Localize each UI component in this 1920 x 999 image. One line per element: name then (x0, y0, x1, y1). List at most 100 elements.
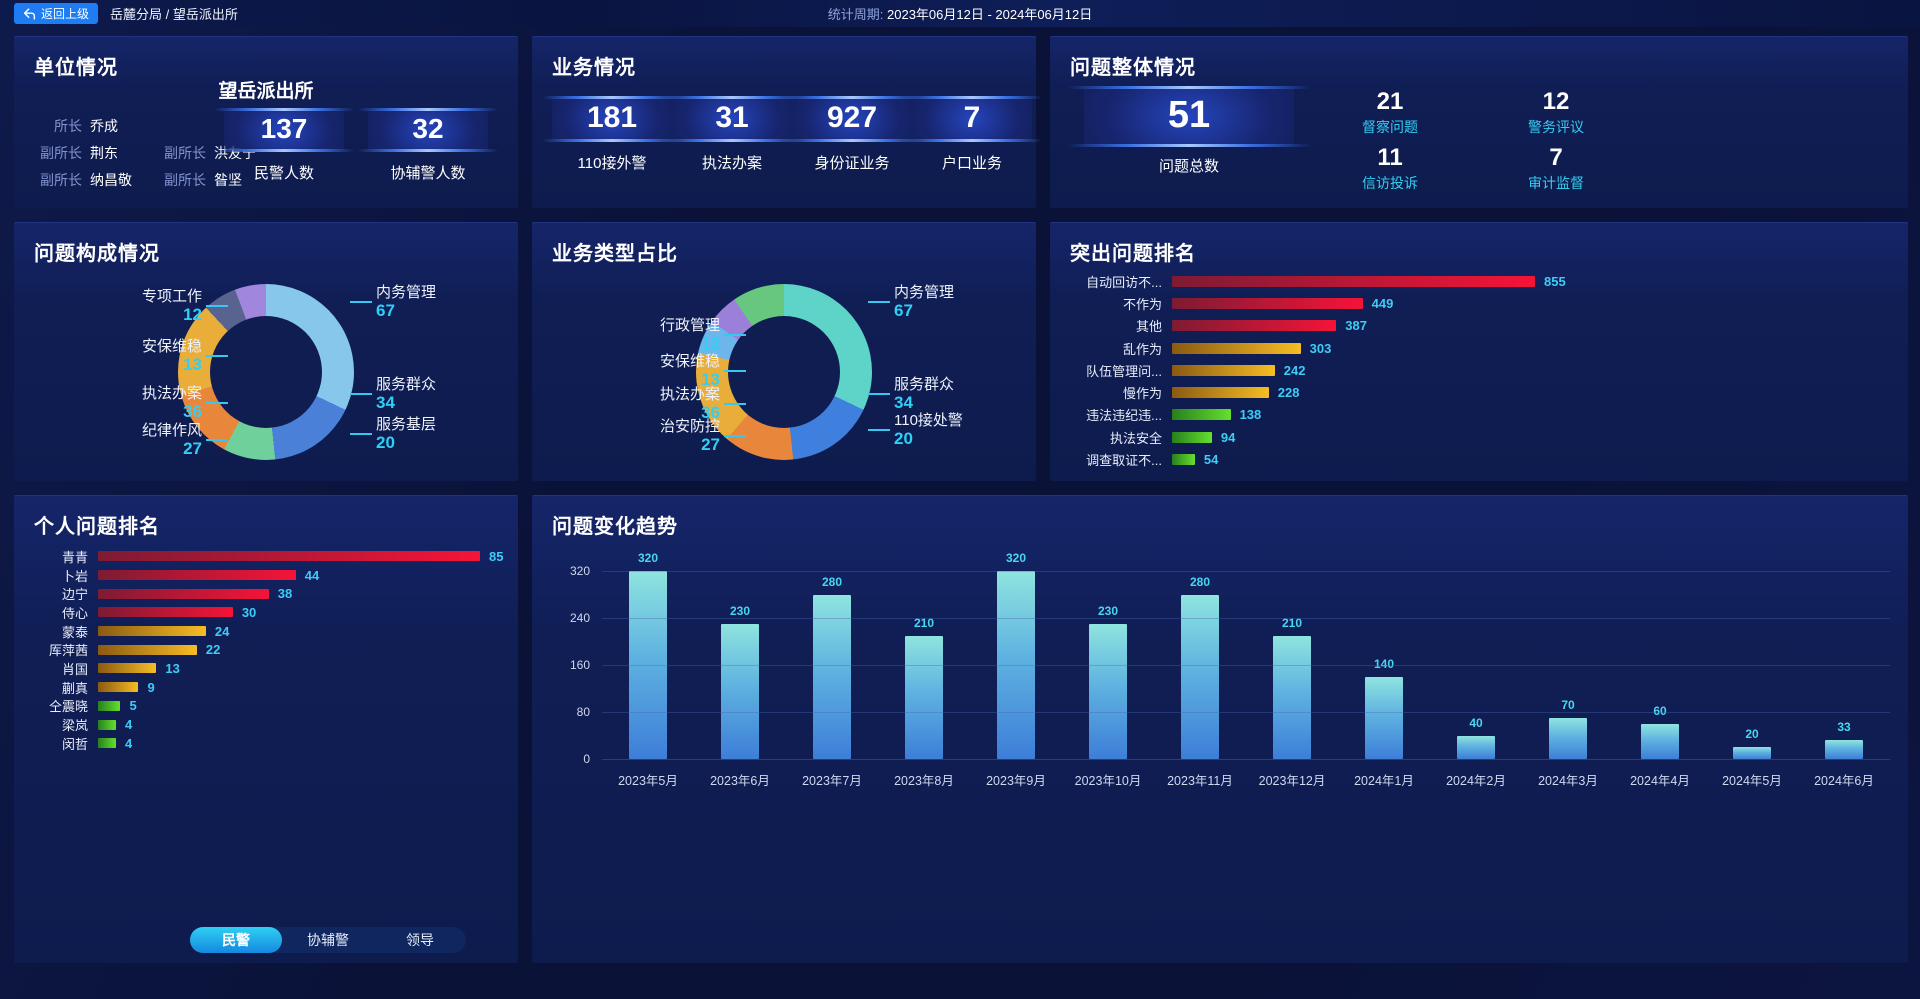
ranking-tab-领导[interactable]: 领导 (406, 932, 434, 948)
bar-label: 梁岚 (61, 718, 88, 734)
trend-y-tick: 80 (576, 705, 590, 719)
panel-problem-composition: 问题构成情况 专项工作 12 安保维稳 13 执法办案 36 纪律作风 27 内务管理 67 服务群… (14, 222, 518, 481)
back-button[interactable]: 返回上级 (14, 3, 99, 24)
back-button-label: 返回上级 (41, 7, 90, 21)
stat-period: 统计周期: 2023年06月12日 - 2024年06月12日 (828, 4, 1092, 23)
stat-box: 137 民警人数 (214, 108, 354, 183)
donut-label-value: 67 (376, 301, 395, 320)
mini-stat-label: 审计监督 (1528, 175, 1584, 191)
bar-value: 24 (214, 623, 230, 639)
bar-fill (1172, 409, 1231, 421)
bar-value: 228 (1277, 385, 1300, 401)
bar-label: 不作为 (1122, 296, 1162, 312)
donut-label: 服务群众 34 (868, 376, 1044, 412)
trend-bar-value: 320 (1005, 551, 1027, 565)
trend-bars: 320 230 280 210 320 230 280 210 140 40 70 60 20 33 (602, 551, 1890, 759)
trend-x-label: 2023年8月 (894, 774, 954, 788)
station-name: 望岳派出所 (218, 81, 314, 102)
bar-value: 242 (1283, 362, 1306, 378)
trend-x-axis: 2023年5月 2023年6月 2023年7月 2023年8月 2023年9月 2023年… (602, 770, 1890, 789)
donut-label-value: 12 (183, 305, 202, 324)
total-problems-stat: 51 问题总数 (1067, 86, 1311, 193)
bar-row: 边宁 38 (32, 584, 478, 603)
panel-title-unit: 单位情况 (34, 57, 118, 79)
problem-overview-stats: 21 督察问题 12 警务评议 11 信访投诉 7 审计监督 (1320, 88, 1626, 193)
donut-label: 110接处警 20 (868, 412, 1044, 448)
donut-label: 服务群众 34 (350, 376, 526, 412)
donut-label-name: 专项工作 (141, 288, 202, 305)
donut-label-name: 安保维稳 (659, 353, 720, 370)
donut-ring (178, 284, 354, 460)
ranking-tab-民警[interactable]: 民警 (190, 927, 282, 953)
trend-column: 70 (1522, 571, 1614, 759)
donut-label-value: 67 (894, 301, 913, 320)
donut-label-name: 治安防控 (659, 418, 720, 435)
stat-period-label: 统计周期: (827, 7, 887, 22)
trend-column: 20 (1706, 571, 1798, 759)
trend-bar (629, 571, 667, 759)
trend-x-label: 2024年6月 (1814, 774, 1874, 788)
trend-gridline (602, 665, 1890, 666)
trend-bar (1549, 717, 1587, 759)
donut-ring (696, 284, 872, 460)
bar-value: 38 (277, 586, 293, 602)
stat-box: 31 执法办案 (662, 96, 802, 173)
donut-label-name: 行政管理 (659, 317, 720, 334)
trend-x-label: 2023年11月 (1167, 774, 1233, 788)
stat-label: 民警人数 (253, 165, 314, 182)
bar-value: 54 (1203, 452, 1219, 468)
mini-stat: 7 审计监督 (1486, 144, 1626, 193)
bar-value: 5 (129, 698, 137, 714)
bar-label: 肖国 (61, 661, 88, 677)
trend-bar (997, 571, 1035, 759)
bar-fill (98, 570, 296, 581)
bar-fill (98, 644, 197, 655)
donut-label-name: 纪律作风 (141, 422, 202, 439)
trend-bar (1457, 735, 1495, 759)
donut-label: 内务管理 67 (868, 284, 1044, 320)
mini-stat-label: 信访投诉 (1362, 175, 1418, 191)
donut-label-value: 27 (183, 439, 202, 458)
bar-value: 303 (1309, 340, 1332, 356)
bar-row: 调查取证不... 54 (1072, 448, 1608, 470)
stat-box: 927 身份证业务 (782, 96, 922, 173)
trend-gridline (602, 618, 1890, 619)
trend-bar (1089, 623, 1127, 759)
bar-fill (1172, 431, 1212, 443)
bar-row: 慢作为 228 (1072, 381, 1608, 403)
trend-bar-value: 40 (1469, 715, 1483, 730)
bar-row: 梁岚 4 (32, 715, 478, 734)
unit-stats: 137 民警人数 32 协辅警人数 (214, 108, 498, 183)
trend-gridline (602, 712, 1890, 713)
breadcrumb[interactable]: 岳麓分局 / 望岳派出所 (110, 7, 238, 22)
leader-role: 副所长 (40, 172, 82, 188)
bar-row: 乱作为 303 (1072, 337, 1608, 359)
leader-role: 副所长 (40, 145, 82, 161)
donut-label: 内务管理 67 (350, 284, 526, 320)
leader-role: 所长 (54, 118, 82, 134)
bar-fill (98, 738, 116, 749)
mini-stat-value: 12 (1542, 88, 1570, 115)
donut-label-name: 安保维稳 (141, 338, 202, 355)
bar-value: 30 (241, 604, 257, 620)
leader-list: 所长 乔成 副所长 荆东 副所长 洪友宁 副所长 纳昌敬 副所长 昝坚 (30, 116, 278, 190)
bar-label: 慢作为 (1122, 386, 1162, 402)
leader-item: 副所长 纳昌敬 (30, 170, 154, 190)
bar-row: 侍心 30 (32, 603, 478, 622)
bar-value: 4 (124, 717, 133, 733)
total-problems-value: 51 (1067, 86, 1311, 147)
leader-role: 副所长 (164, 172, 206, 188)
bar-fill (98, 700, 121, 711)
bar-value: 4 (124, 735, 133, 751)
trend-x-label: 2024年2月 (1446, 774, 1506, 788)
donut-label-value: 34 (376, 393, 395, 412)
trend-column: 33 (1798, 571, 1890, 759)
donut-label-value: 20 (376, 433, 395, 452)
panel-personal-ranking: 个人问题排名 青青 85 卜岩 44 边宁 38 侍心 30 蒙泰 24 厍萍茜 22 肖国 13 蒯真 9 仝… (14, 495, 518, 963)
trend-bar (1641, 723, 1679, 759)
donut-label: 执法办案 36 (42, 385, 228, 421)
ranking-tab-协辅警[interactable]: 协辅警 (307, 932, 349, 948)
trend-plot-area: 320 230 280 210 320 230 280 210 140 40 70 60 20 33 (602, 551, 1890, 760)
trend-column: 40 (1430, 571, 1522, 759)
donut-label-name: 内务管理 (376, 284, 437, 301)
